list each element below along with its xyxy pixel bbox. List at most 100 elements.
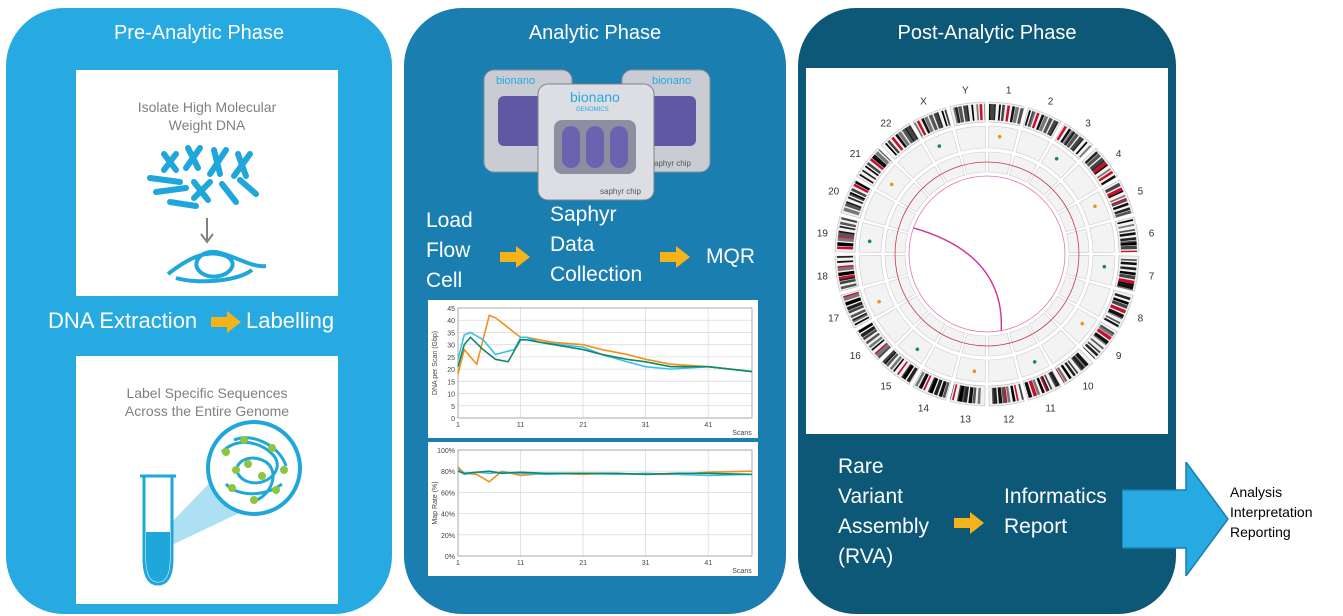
- circos-band: [951, 384, 958, 401]
- map-chart-xlabel: Scans: [732, 568, 752, 575]
- circos-band: [1036, 377, 1045, 394]
- circos-band: [993, 387, 998, 404]
- assembly-line: Assembly: [838, 515, 930, 538]
- circos-band: [1018, 383, 1024, 400]
- circos-band: [837, 264, 854, 269]
- chip-center-brand: bionano: [570, 89, 620, 105]
- circos-chromosome-label: 9: [1116, 351, 1122, 362]
- circos-band: [859, 173, 874, 184]
- circos-band: [1069, 136, 1083, 151]
- circos-band: [1107, 311, 1123, 320]
- dna-chart-ytick-label: 15: [447, 379, 455, 386]
- map-chart-xtick-label: 31: [642, 560, 650, 567]
- circos-band: [942, 381, 950, 399]
- circos-band: [1120, 258, 1137, 262]
- circos-band: [963, 386, 970, 403]
- circos-band: [1001, 386, 1006, 404]
- circos-band: [843, 292, 860, 302]
- chip-right-brand: bionano: [652, 75, 691, 87]
- circos-band: [938, 380, 947, 398]
- collection-line: Collection: [550, 263, 643, 286]
- circos-band: [1120, 237, 1137, 242]
- circos-band: [929, 377, 939, 394]
- circos-band: [1072, 355, 1085, 370]
- circos-track-outer: [924, 130, 959, 162]
- labelling-label: Labelling: [246, 308, 335, 333]
- mqr-label: MQR: [706, 245, 755, 268]
- circos-band: [954, 106, 961, 124]
- saphyr-data-collection-label: Saphyr Data Collection: [550, 200, 642, 290]
- circos-track-outer: [1062, 307, 1098, 344]
- circos-track-outer: [988, 356, 1019, 383]
- circos-band: [1005, 105, 1011, 122]
- circos-band: [875, 151, 890, 165]
- circos-band: [1109, 304, 1127, 314]
- circos-chromosome-label: 11: [1045, 403, 1056, 414]
- dna-chart-ytick-label: 30: [447, 343, 455, 350]
- circos-band: [944, 109, 951, 126]
- circos-chromosome-label: 21: [850, 149, 862, 160]
- circos-chromosome-label: 6: [1149, 228, 1155, 239]
- circos-band: [984, 104, 986, 121]
- circos-band: [852, 313, 868, 323]
- circos-variant-dot: [889, 182, 894, 187]
- label-text-line2: Across the Entire Genome: [124, 403, 290, 419]
- circos-band: [1117, 280, 1134, 286]
- dna-chart-ytick-label: 0: [451, 416, 455, 423]
- circos-track-outer: [1040, 143, 1077, 179]
- circos-band: [875, 343, 890, 358]
- labelled-dna-illustration: [140, 420, 302, 586]
- circos-band: [956, 385, 962, 402]
- circos-track-outer: [863, 282, 895, 317]
- dna-per-scan-chart-card: 0 5 10 15 20 25 30 35 40 45 1 11 21 31 41 Scans DNA per …: [428, 300, 758, 438]
- circos-band: [845, 297, 862, 306]
- circos-band: [874, 342, 888, 355]
- map-chart-ytick-label: 60%: [441, 490, 455, 497]
- map-chart-ytick-label: 100%: [437, 448, 455, 455]
- circos-band: [837, 246, 854, 250]
- circos-band: [864, 165, 879, 177]
- load-flow-cell-label: Load Flow Cell: [426, 206, 473, 296]
- circos-band: [1103, 319, 1119, 328]
- dna-chart-series-line-3: [457, 336, 753, 373]
- circos-band: [950, 383, 955, 400]
- circos-chromosome-label: 2: [1048, 97, 1054, 108]
- chromosome-illustration: [147, 145, 267, 284]
- map-chart-xtick-label: 1: [456, 560, 460, 567]
- circos-band: [1083, 346, 1096, 359]
- circos-band: [1029, 111, 1036, 128]
- circos-band: [913, 122, 924, 138]
- circos-band: [853, 183, 869, 194]
- circos-band: [852, 312, 868, 322]
- circos-band: [977, 387, 981, 404]
- circos-band: [1120, 245, 1137, 250]
- circos-band: [1024, 110, 1031, 126]
- circos-band: [860, 325, 876, 338]
- circos-band: [1074, 354, 1087, 368]
- circos-variant-dot: [915, 347, 920, 352]
- circos-band: [1087, 341, 1101, 354]
- circos-band: [850, 309, 866, 319]
- circos-band: [1111, 300, 1128, 309]
- circos-band: [1114, 207, 1131, 215]
- circos-band: [916, 120, 927, 136]
- circos-chromosome-label: 13: [960, 415, 972, 426]
- circos-chromosome-label: 7: [1149, 272, 1155, 283]
- circos-band: [866, 162, 882, 174]
- circos-chromosome-label: X: [920, 97, 927, 108]
- circos-band: [838, 230, 855, 235]
- circos-band: [1098, 170, 1114, 182]
- circos-band: [1042, 117, 1053, 134]
- circos-band: [1060, 364, 1072, 380]
- circos-band: [1044, 374, 1053, 390]
- circos-band: [966, 105, 970, 122]
- circos-band: [1093, 334, 1107, 346]
- dna-chart-ytick-label: 40: [447, 318, 455, 325]
- step-arrow-1: [211, 311, 241, 333]
- interpretation-label: Interpretation: [1230, 504, 1313, 520]
- circos-band: [854, 316, 870, 326]
- map-chart-ytick-label: 40%: [441, 512, 455, 519]
- circos-variant-dot: [997, 134, 1002, 139]
- dna-chart-plot-area: [457, 307, 753, 419]
- circos-band: [1072, 138, 1084, 152]
